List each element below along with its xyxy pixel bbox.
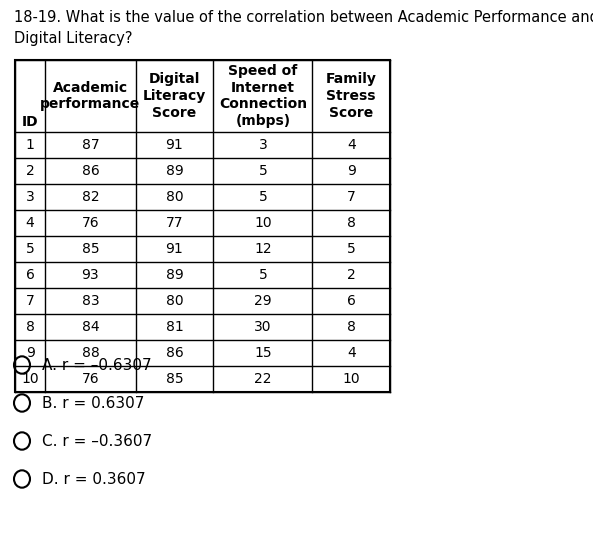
Text: 3: 3 <box>25 190 34 204</box>
Text: 30: 30 <box>254 320 272 334</box>
Text: 18-19. What is the value of the correlation between Academic Performance and
Dig: 18-19. What is the value of the correlat… <box>14 10 593 46</box>
Text: Academic
performance: Academic performance <box>40 80 141 112</box>
Text: 89: 89 <box>165 268 183 282</box>
Text: 91: 91 <box>165 138 183 152</box>
Text: Digital
Literacy
Score: Digital Literacy Score <box>143 72 206 120</box>
Text: 76: 76 <box>82 372 99 386</box>
Text: ID: ID <box>22 115 39 129</box>
Text: 22: 22 <box>254 372 272 386</box>
Text: 81: 81 <box>165 320 183 334</box>
Text: 1: 1 <box>25 138 34 152</box>
Text: 7: 7 <box>25 294 34 308</box>
Text: 4: 4 <box>347 138 356 152</box>
Text: 86: 86 <box>82 164 99 178</box>
Text: 4: 4 <box>347 346 356 360</box>
Text: 83: 83 <box>82 294 99 308</box>
Text: 2: 2 <box>347 268 356 282</box>
Text: 2: 2 <box>25 164 34 178</box>
Text: 82: 82 <box>82 190 99 204</box>
Text: 80: 80 <box>165 190 183 204</box>
Text: 7: 7 <box>347 190 356 204</box>
Bar <box>15 60 390 392</box>
Text: 84: 84 <box>82 320 99 334</box>
Text: D. r = 0.3607: D. r = 0.3607 <box>42 472 146 486</box>
Text: 5: 5 <box>259 268 267 282</box>
Text: 9: 9 <box>347 164 356 178</box>
Text: 8: 8 <box>347 320 356 334</box>
Text: Family
Stress
Score: Family Stress Score <box>326 72 377 120</box>
Text: 6: 6 <box>347 294 356 308</box>
Text: 86: 86 <box>165 346 183 360</box>
Text: 15: 15 <box>254 346 272 360</box>
Text: 10: 10 <box>254 216 272 230</box>
Text: 5: 5 <box>25 242 34 256</box>
Text: 3: 3 <box>259 138 267 152</box>
Text: 4: 4 <box>25 216 34 230</box>
Text: 29: 29 <box>254 294 272 308</box>
Text: 93: 93 <box>82 268 99 282</box>
Text: 10: 10 <box>21 372 39 386</box>
Text: 9: 9 <box>25 346 34 360</box>
Text: 88: 88 <box>82 346 99 360</box>
Text: 6: 6 <box>25 268 34 282</box>
Text: 85: 85 <box>165 372 183 386</box>
Text: 89: 89 <box>165 164 183 178</box>
Text: 5: 5 <box>259 164 267 178</box>
Text: 80: 80 <box>165 294 183 308</box>
Text: 87: 87 <box>82 138 99 152</box>
Text: C. r = –0.3607: C. r = –0.3607 <box>42 434 152 449</box>
Text: 5: 5 <box>347 242 356 256</box>
Text: 8: 8 <box>347 216 356 230</box>
Text: 12: 12 <box>254 242 272 256</box>
Text: 76: 76 <box>82 216 99 230</box>
Text: 10: 10 <box>342 372 360 386</box>
Text: 8: 8 <box>25 320 34 334</box>
Text: A. r = –0.6307: A. r = –0.6307 <box>42 358 152 373</box>
Text: Speed of
Internet
Connection
(mbps): Speed of Internet Connection (mbps) <box>219 64 307 128</box>
Text: 5: 5 <box>259 190 267 204</box>
Text: 85: 85 <box>82 242 99 256</box>
Text: 91: 91 <box>165 242 183 256</box>
Text: 77: 77 <box>165 216 183 230</box>
Text: B. r = 0.6307: B. r = 0.6307 <box>42 395 144 410</box>
